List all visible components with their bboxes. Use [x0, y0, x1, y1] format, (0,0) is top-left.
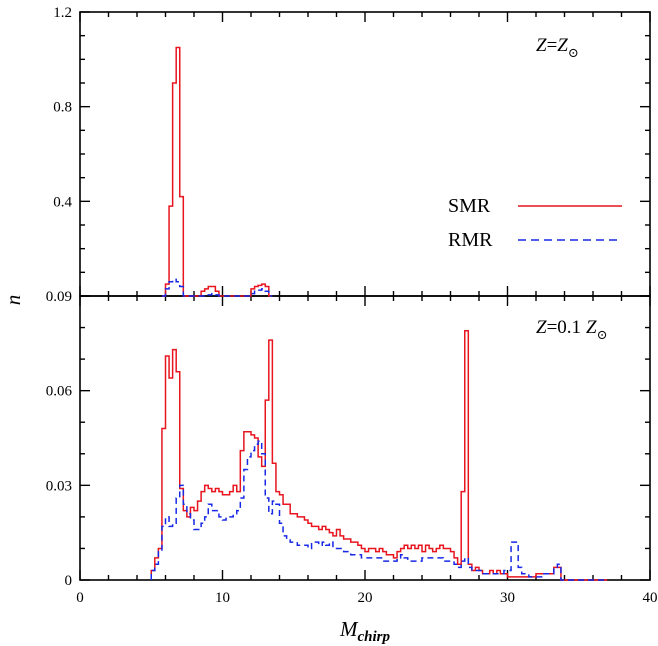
- x-axis-title: Mchirp: [339, 617, 391, 645]
- x-axis-title-sub: chirp: [358, 629, 391, 645]
- top-panel-series: [161, 46, 273, 297]
- annot-z: Z: [536, 317, 547, 338]
- annot-zsun: Z: [586, 317, 597, 338]
- x-tick-label: 10: [215, 590, 230, 606]
- bottom-panel-series: [150, 329, 608, 581]
- series-rmr: [161, 278, 273, 297]
- bottom-panel-annotation: Z=0.1 Z⊙: [536, 317, 608, 342]
- annot-sun: ⊙: [597, 327, 608, 342]
- y-tick-label: 0.8: [53, 100, 72, 116]
- top-panel-annotation: Z=Z⊙: [536, 35, 579, 60]
- y-tick-label: 0.09: [46, 289, 72, 305]
- annot-sun: ⊙: [568, 45, 579, 60]
- series-rmr: [150, 440, 608, 581]
- y-tick-label: 1.2: [53, 5, 72, 21]
- legend-label-rmr: RMR: [448, 229, 493, 251]
- x-tick-label: 20: [358, 590, 373, 606]
- x-tick-label: 30: [500, 590, 515, 606]
- annot-z: Z: [536, 35, 547, 56]
- x-axis-title-main: M: [339, 617, 359, 641]
- legend-label-smr: SMR: [448, 195, 491, 217]
- annot-eq: =0.1: [547, 317, 581, 338]
- annot-eq: =: [547, 35, 558, 56]
- y-axis-title: n: [1, 295, 25, 306]
- y-tick-label: 0: [65, 573, 73, 589]
- x-tick-label: 0: [76, 590, 84, 606]
- series-smr: [161, 46, 273, 297]
- tick-labels: 0.4 0.8 1.2 0 0.03 0.06 0.09 0 10 20 30 40: [46, 5, 658, 606]
- bottom-panel-frame: [79, 295, 651, 581]
- y-tick-label: 0.03: [46, 478, 72, 494]
- annot-zsun: Z: [557, 35, 568, 56]
- axis-ticks: [79, 11, 651, 581]
- y-tick-label: 0.4: [53, 194, 72, 210]
- x-tick-label: 40: [643, 590, 658, 606]
- series-smr: [150, 329, 608, 581]
- y-tick-label: 0.06: [46, 384, 73, 400]
